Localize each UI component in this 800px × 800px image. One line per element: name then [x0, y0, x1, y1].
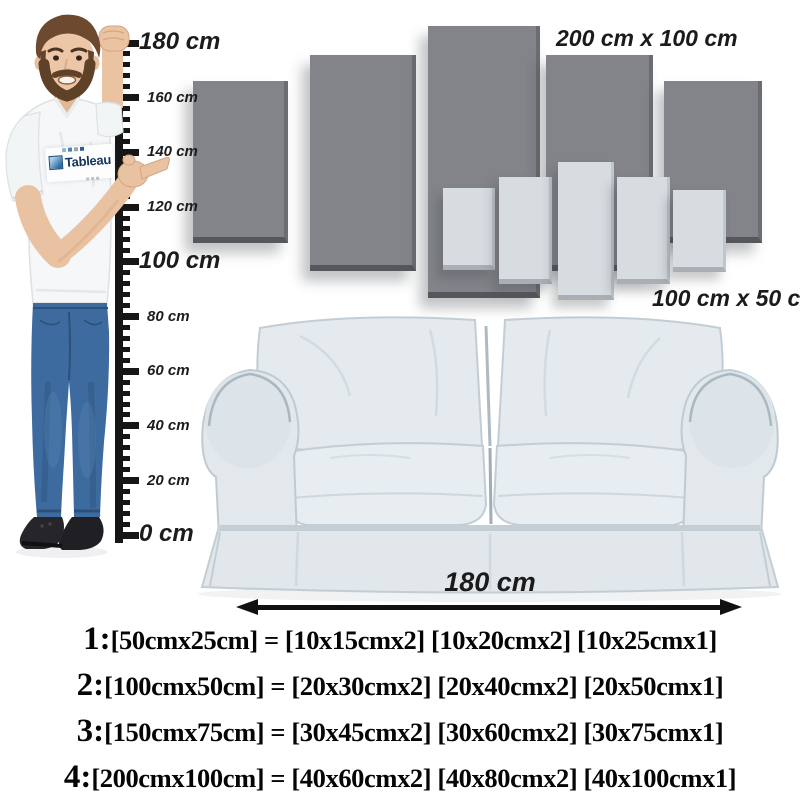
man-beard	[38, 58, 96, 102]
small-canvas-panel-4	[617, 177, 670, 284]
ruler-minor-tick	[116, 499, 130, 505]
small-canvas-panel-3	[558, 162, 614, 300]
ruler-minor-tick	[116, 390, 130, 396]
size-option-number: 4:	[63, 759, 92, 795]
ruler-minor-tick	[116, 138, 130, 144]
size-option-text: [50cmx25cm] = [10x15cmx2] [10x20cmx2] [1…	[110, 625, 718, 655]
size-option-text: [200cmx100cm] = [40x60cmx2] [40x80cmx2] …	[91, 763, 737, 793]
small-canvas-panel-1	[443, 188, 495, 270]
shirt-logo-text: Tableau	[64, 151, 112, 170]
man-jeans	[31, 303, 110, 517]
man-shoe-back	[59, 517, 104, 550]
size-option-text: [100cmx50cm] = [20x30cmx2] [20x40cmx2] […	[104, 671, 724, 701]
arrow-left-head	[236, 599, 258, 615]
ruler-bar	[115, 38, 123, 543]
ruler-minor-tick	[116, 237, 130, 243]
ruler-minor-tick	[116, 456, 130, 462]
ruler-minor-tick	[116, 521, 130, 527]
ruler-minor-tick	[116, 434, 130, 440]
ruler-major-tick	[116, 148, 139, 156]
ruler-mark-label: 20 cm	[147, 471, 190, 489]
sofa-width-arrow	[236, 599, 742, 615]
ruler-minor-tick	[116, 160, 130, 166]
ruler-minor-tick	[116, 510, 130, 516]
ruler-major-tick	[116, 94, 139, 102]
size-option-number: 1:	[83, 621, 111, 657]
ruler-minor-tick	[116, 467, 130, 473]
man-shoe-front	[19, 517, 64, 549]
ruler-minor-tick	[116, 117, 130, 123]
ruler-minor-tick	[116, 379, 130, 385]
ruler-mark-label: 100 cm	[139, 246, 221, 274]
ruler-minor-tick	[116, 335, 130, 341]
tableau-logo-icon	[48, 155, 64, 171]
size-option-row: 3:[150cmx75cm] = [30x45cmx2] [30x60cmx2]…	[0, 708, 800, 754]
ruler-minor-tick	[116, 445, 130, 451]
ruler-minor-tick	[116, 226, 130, 232]
ruler-minor-tick	[116, 489, 130, 495]
ruler-minor-tick	[116, 324, 130, 330]
ruler-minor-tick	[116, 281, 130, 287]
man-sleeve	[5, 111, 44, 202]
man-forearm	[47, 173, 137, 266]
ruler-mark-label: 40 cm	[147, 416, 190, 434]
ruler-mark-label: 80 cm	[147, 307, 190, 325]
man-photo	[5, 14, 170, 558]
ruler-mark-label: 0 cm	[139, 520, 194, 548]
size-option-row: 4:[200cmx100cm] = [40x60cmx2] [40x80cmx2…	[0, 754, 800, 800]
ruler-mark-label: 60 cm	[147, 362, 190, 380]
ruler-minor-tick	[116, 270, 130, 276]
ruler-minor-tick	[116, 346, 130, 352]
large-set-size-label: 200 cm x 100 cm	[556, 25, 738, 51]
ruler-mark-label: 140 cm	[147, 143, 198, 161]
ruler-minor-tick	[116, 248, 130, 254]
ruler-minor-tick	[116, 303, 130, 309]
ruler-mark-label: 160 cm	[147, 88, 198, 106]
size-option-row: 1:[50cmx25cm] = [10x15cmx2] [10x20cmx2] …	[0, 616, 800, 662]
sofa-width-label: 180 cm	[444, 567, 536, 597]
ruler-major-tick	[116, 531, 139, 539]
shirt-logo: Tableau	[44, 143, 116, 183]
large-canvas-panel-2	[310, 55, 416, 271]
small-canvas-panel-2	[499, 177, 552, 284]
arrow-line	[248, 605, 730, 610]
small-set-size-label: 100 cm x 50 cm	[652, 285, 800, 311]
size-options-list: 1:[50cmx25cm] = [10x15cmx2] [10x20cmx2] …	[0, 616, 800, 800]
ruler-major-tick	[116, 367, 139, 375]
size-option-number: 3:	[76, 713, 105, 749]
ruler-mark-label: 120 cm	[147, 198, 198, 216]
ruler-minor-tick	[116, 215, 130, 221]
small-canvas-panel-5	[673, 190, 726, 272]
man-hair	[35, 14, 101, 59]
man-pointing-finger	[139, 157, 170, 180]
ruler-major-tick	[116, 313, 139, 320]
ruler-major-tick	[116, 258, 139, 266]
ruler-mark-label: 180 cm	[139, 28, 221, 55]
ruler-major-tick	[116, 422, 139, 430]
ruler-minor-tick	[116, 292, 130, 298]
size-option-row: 2:[100cmx50cm] = [20x30cmx2] [20x40cmx2]…	[0, 662, 800, 708]
man-raised-arm	[102, 37, 123, 108]
arrow-right-head	[720, 599, 742, 615]
large-canvas-panel-1	[193, 81, 288, 243]
ruler-minor-tick	[116, 357, 130, 363]
man-smile	[57, 75, 77, 85]
ruler-major-tick	[116, 477, 139, 485]
size-option-text: [150cmx75cm] = [30x45cmx2] [30x60cmx2] […	[104, 717, 724, 747]
ruler-major-tick	[116, 203, 139, 211]
size-option-number: 2:	[76, 667, 105, 703]
ruler-minor-tick	[116, 106, 130, 112]
sofa-photo	[198, 316, 782, 602]
ruler-minor-tick	[116, 412, 130, 418]
ruler-minor-tick	[116, 401, 130, 407]
